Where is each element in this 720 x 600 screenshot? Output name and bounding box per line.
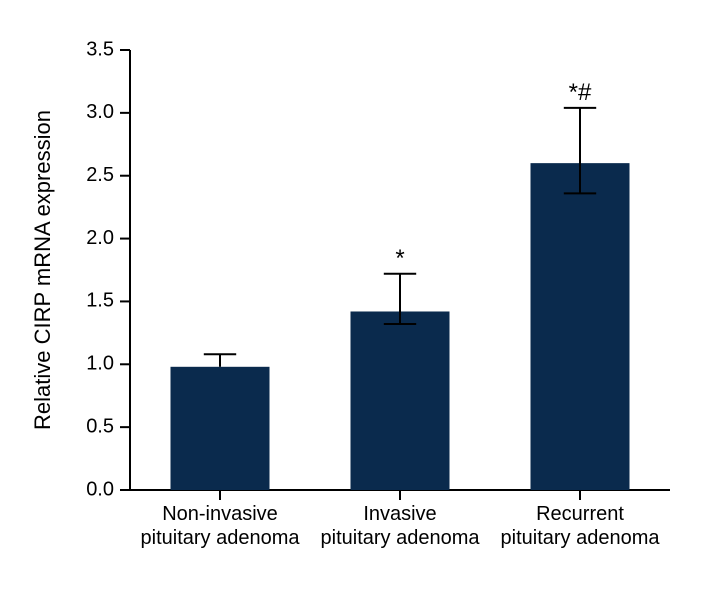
x-category-label: pituitary adenoma: [321, 527, 481, 549]
svg-text:2.0: 2.0: [86, 227, 114, 249]
chart-container: 0.0 0.5 1.0 1.5 2.0 2.5 3.0 3.5 Relative CIRP mR…: [0, 0, 720, 600]
x-category-label: Invasive: [363, 503, 436, 525]
svg-text:2.5: 2.5: [86, 164, 114, 186]
x-category-label: pituitary adenoma: [141, 527, 301, 549]
bar: [171, 367, 270, 490]
bar-chart: 0.0 0.5 1.0 1.5 2.0 2.5 3.0 3.5 Relative CIRP mR…: [0, 0, 720, 600]
svg-text:1.0: 1.0: [86, 353, 114, 375]
svg-text:0.5: 0.5: [86, 415, 114, 437]
bar: [531, 163, 630, 490]
x-category-label: Recurrent: [536, 503, 624, 525]
x-category-label: Non-invasive: [162, 503, 278, 525]
significance-marker: *: [395, 245, 404, 272]
x-category-label: pituitary adenoma: [501, 527, 661, 549]
significance-marker: *#: [569, 79, 592, 106]
bar: [351, 311, 450, 490]
svg-text:1.5: 1.5: [86, 290, 114, 312]
svg-text:3.5: 3.5: [86, 38, 114, 60]
svg-text:3.0: 3.0: [86, 101, 114, 123]
svg-text:0.0: 0.0: [86, 478, 114, 500]
svg-text:Relative CIRP mRNA expression: Relative CIRP mRNA expression: [30, 110, 55, 430]
